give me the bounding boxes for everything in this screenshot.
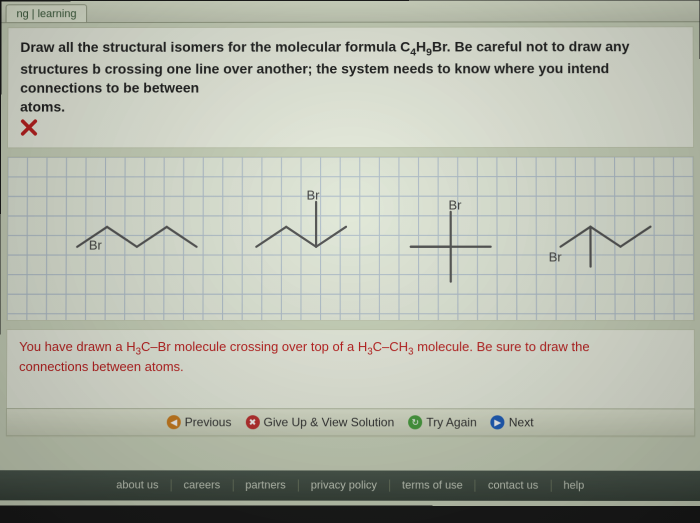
- tab-learning[interactable]: ng | learning: [6, 4, 88, 22]
- question-text-1b: H: [416, 39, 426, 55]
- incorrect-x-icon: [20, 118, 38, 136]
- footer-link[interactable]: about us: [104, 479, 171, 491]
- atom-label-br: Br: [549, 249, 562, 264]
- tryagain-icon: ↻: [408, 415, 422, 429]
- err-t2: C–Br molecule crossing over top of a H: [141, 339, 367, 354]
- next-button[interactable]: ▶ Next: [491, 415, 534, 429]
- atom-label-br: Br: [307, 187, 320, 202]
- question-text-3: atoms.: [20, 98, 65, 114]
- question-panel: Draw all the structural isomers for the …: [7, 26, 694, 148]
- footer-link[interactable]: partners: [233, 479, 298, 491]
- footer-link[interactable]: privacy policy: [299, 479, 390, 491]
- tab-label: ng | learning: [16, 8, 76, 20]
- err-t5: connections between atoms.: [19, 359, 184, 374]
- question-text-2: crossing one line over another; the syst…: [20, 60, 609, 95]
- atom-label-br: Br: [89, 237, 102, 252]
- previous-button[interactable]: ◀ Previous: [167, 415, 232, 429]
- tryagain-label: Try Again: [426, 415, 476, 429]
- next-label: Next: [509, 415, 534, 429]
- next-icon: ▶: [491, 415, 505, 429]
- tab-strip: ng | learning: [2, 0, 700, 23]
- atom-label-br: Br: [448, 197, 461, 212]
- previous-icon: ◀: [167, 415, 181, 429]
- app-screen: ng | learning Draw all the structural is…: [0, 0, 700, 506]
- molecule-layer: [7, 156, 693, 320]
- tryagain-button[interactable]: ↻ Try Again: [408, 415, 476, 429]
- err-t4: molecule. Be sure to draw the: [414, 339, 590, 354]
- footer-bar: about uscareerspartnersprivacy policyter…: [0, 470, 700, 501]
- footer-link[interactable]: terms of use: [390, 480, 476, 492]
- question-text-1: Draw all the structural isomers for the …: [20, 39, 410, 55]
- giveup-button[interactable]: ✖ Give Up & View Solution: [245, 415, 394, 429]
- err-t3: C–CH: [373, 339, 408, 354]
- footer-link[interactable]: contact us: [476, 480, 551, 492]
- nav-bar: ◀ Previous ✖ Give Up & View Solution ↻ T…: [6, 408, 695, 436]
- drawing-grid[interactable]: Br Br Br Br: [6, 155, 695, 320]
- giveup-icon: ✖: [245, 415, 259, 429]
- footer-link[interactable]: help: [551, 480, 596, 492]
- previous-label: Previous: [185, 415, 232, 429]
- giveup-label: Give Up & View Solution: [263, 415, 394, 429]
- err-t1: You have drawn a H: [19, 339, 135, 354]
- footer-link[interactable]: careers: [171, 479, 233, 491]
